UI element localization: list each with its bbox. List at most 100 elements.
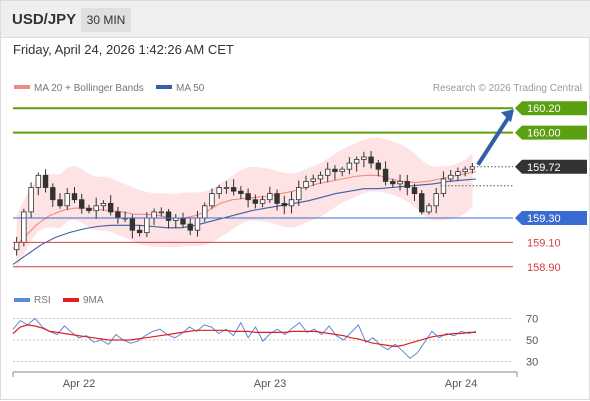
rsi-legend-swatch (14, 298, 30, 302)
candle-down (136, 229, 143, 234)
candle-down (57, 199, 63, 207)
candle-up (296, 187, 302, 201)
candle-up (194, 217, 201, 231)
candle-up (339, 168, 345, 173)
candle-up (455, 171, 461, 176)
target-label: 160.20 (527, 103, 561, 115)
candle-down (368, 156, 374, 164)
rsi-legend-label: RSI (34, 295, 51, 306)
candle-down (129, 217, 136, 231)
x-tick-label: Apr 22 (63, 378, 95, 390)
candle-down (115, 211, 121, 219)
ma50-line (12, 178, 477, 265)
candle-up (21, 211, 27, 243)
support-label: 158.90 (527, 262, 561, 274)
target-tag (515, 125, 587, 140)
ma9-legend-swatch (63, 298, 79, 302)
candle-up (310, 178, 316, 182)
candle-up (426, 205, 432, 213)
candle-down (230, 187, 237, 192)
ma50-legend-swatch (156, 85, 172, 89)
pivot-label: 159.30 (527, 213, 561, 225)
candle-up (28, 187, 34, 213)
symbol-title: USD/JPY (12, 11, 77, 28)
price-levels: 160.20 160.00 159.72 159.30 159.10 158.90 (13, 101, 587, 274)
candle-down (281, 202, 287, 207)
rsi-tick-label: 30 (526, 357, 538, 369)
ma50-legend-label: MA 50 (176, 83, 205, 94)
candle-down (42, 174, 49, 188)
rsi-plot: 70 50 30 (12, 313, 538, 369)
source-credit: Research © 2026 Trading Central (433, 83, 582, 94)
candle-up (216, 187, 222, 194)
rsi-line (12, 317, 477, 360)
candle-down (238, 190, 244, 195)
candle-up (303, 180, 309, 188)
candlestick-plot (12, 137, 477, 270)
candle-down (404, 180, 410, 188)
candle-down (419, 193, 425, 213)
target-arrow-head (501, 109, 514, 123)
rsi-ma9-line (12, 324, 476, 348)
x-axis: Apr 22 Apr 23 Apr 24 (12, 371, 518, 390)
candle-up (100, 202, 107, 207)
pivot-tag (515, 211, 587, 225)
candle-down (252, 199, 259, 204)
candle-up (35, 174, 42, 188)
support-label: 159.10 (527, 237, 561, 249)
x-tick-label: Apr 24 (445, 378, 477, 390)
interval-tab[interactable]: 30 MIN (81, 8, 131, 32)
candle-down (245, 193, 251, 201)
candle-down (71, 193, 78, 201)
target-arrow-shaft (476, 117, 510, 166)
bollinger-band (16, 137, 473, 270)
candle-down (187, 223, 193, 231)
candle-down (86, 207, 92, 212)
candle-up (144, 217, 150, 234)
candle-up (353, 159, 360, 164)
candle-up (324, 168, 331, 176)
candle-up (64, 193, 70, 207)
ma20-legend-swatch (14, 85, 30, 89)
candle-down (382, 168, 389, 182)
candle-up (447, 174, 454, 180)
candle-down (79, 199, 85, 209)
x-tick-label: Apr 23 (254, 378, 286, 390)
candle-up (346, 162, 353, 170)
candle-up (469, 166, 476, 170)
candle-down (50, 187, 56, 201)
target-label: 160.00 (527, 128, 561, 140)
candle-down (180, 217, 186, 225)
header-bar: USD/JPY 30 MIN (1, 1, 590, 38)
rsi-tick-label: 70 (526, 313, 538, 325)
rsi-tick-label: 50 (526, 335, 538, 347)
candle-up (93, 205, 99, 212)
candle-up (202, 205, 208, 219)
candle-up (209, 193, 215, 207)
candle-down (332, 168, 338, 173)
candle-up (440, 178, 447, 195)
candle-down (375, 162, 382, 170)
last-price-tag (515, 159, 587, 174)
candle-down (411, 187, 418, 194)
candle-up (317, 174, 324, 180)
last-price-label: 159.72 (527, 162, 561, 174)
candle-up (433, 193, 439, 207)
candle-up (267, 193, 273, 201)
candle-up (151, 211, 157, 219)
candle-up (361, 156, 367, 160)
candle-up (13, 241, 20, 251)
candle-up (397, 180, 403, 185)
candle-up (288, 199, 295, 207)
candle-down (165, 211, 172, 221)
candle-down (107, 202, 114, 213)
target-tag (515, 101, 587, 116)
ma9-legend-label: 9MA (83, 295, 104, 306)
candle-down (274, 193, 280, 204)
candle-up (158, 211, 165, 214)
candle-up (223, 187, 230, 189)
datetime-label: Friday, April 24, 2026 1:42:26 AM CET (13, 42, 234, 57)
ma20-legend-label: MA 20 + Bollinger Bands (34, 83, 144, 94)
